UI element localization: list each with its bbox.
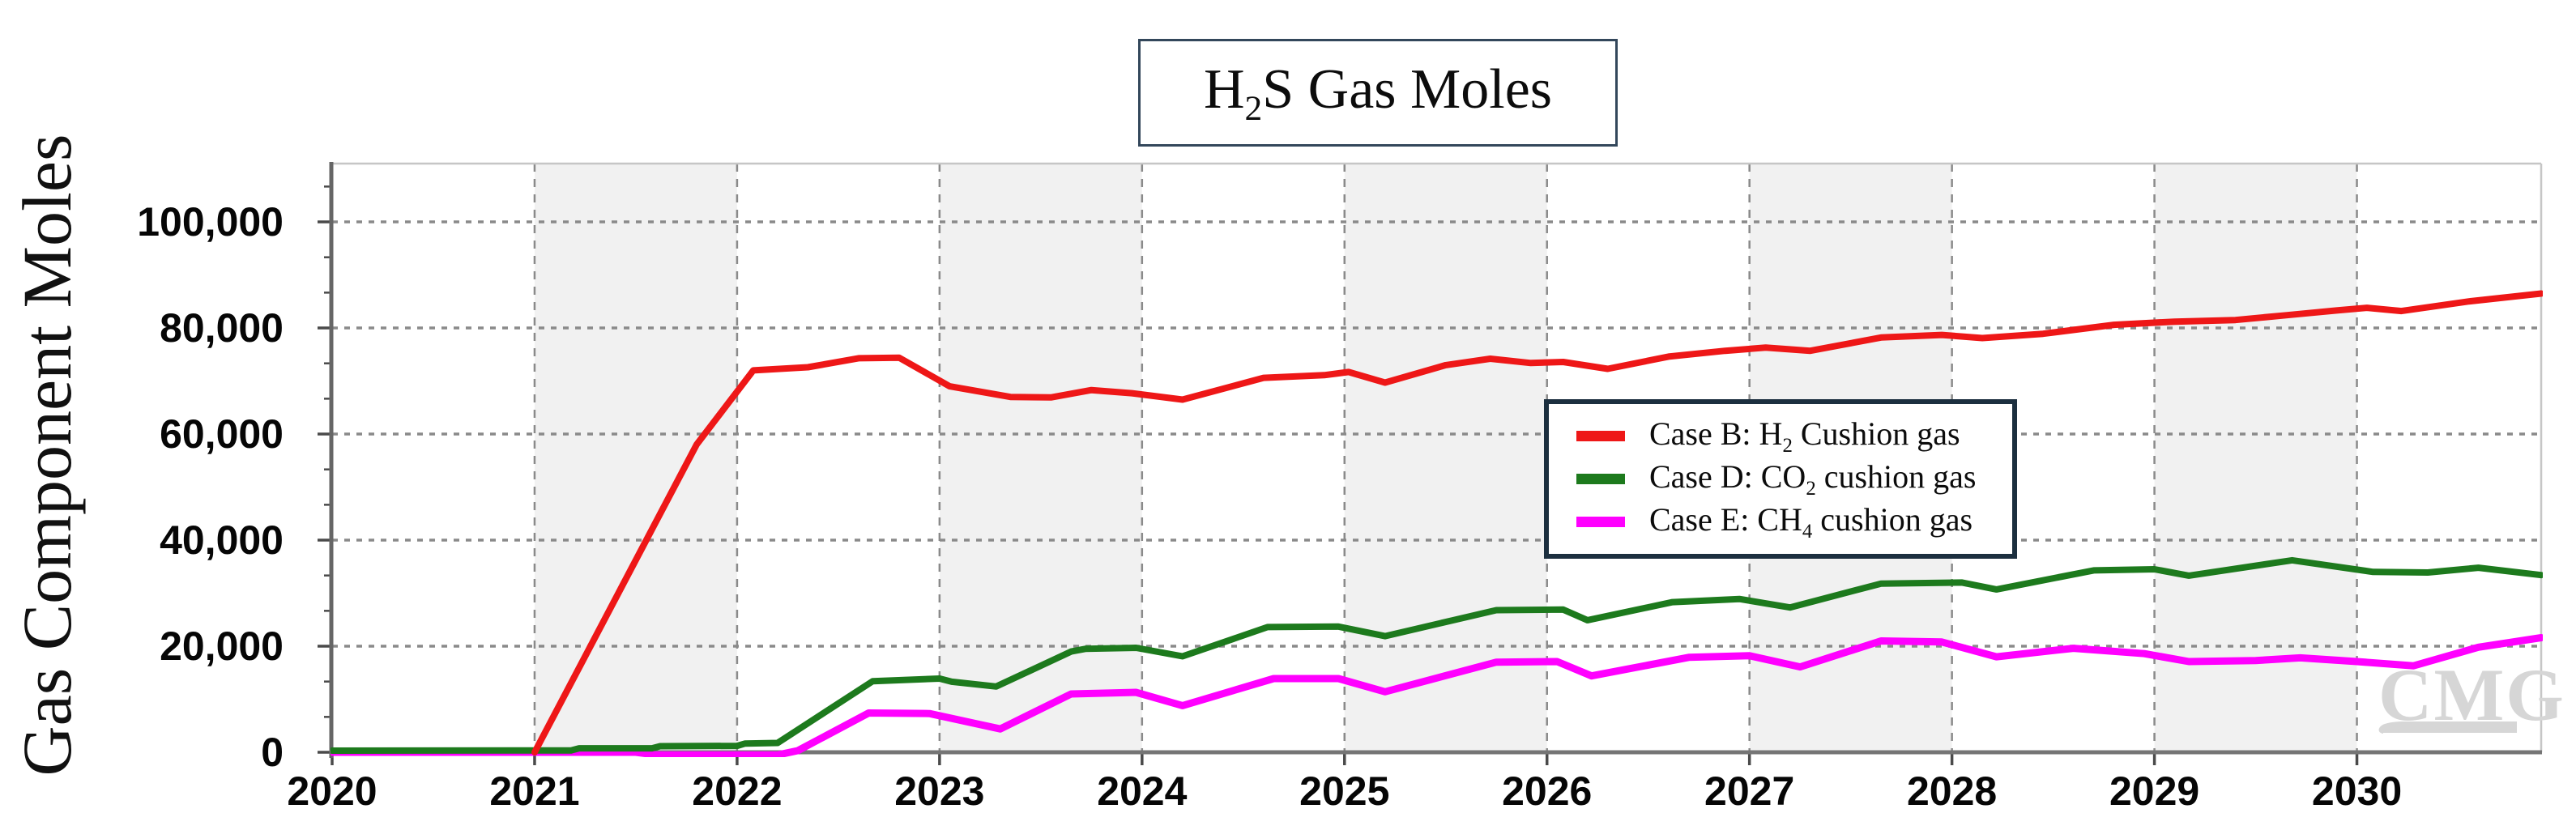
year-band (1344, 164, 1547, 752)
x-tick-label: 2029 (2109, 768, 2200, 814)
cmg-logo-swoosh (2378, 721, 2517, 734)
y-tick-label: 20,000 (160, 624, 284, 669)
legend-item-case-e: Case E: CH4 cushion gas (1576, 501, 2012, 543)
y-tick-label: 60,000 (160, 411, 284, 458)
legend-swatch-case-b (1576, 431, 1625, 441)
x-tick-label: 2027 (1704, 768, 1795, 814)
year-band (939, 164, 1142, 752)
chart-title: H2S Gas Moles (1203, 57, 1553, 128)
legend-label-case-b: Case B: H2 Cushion gas (1649, 415, 1960, 457)
year-band (2154, 164, 2357, 752)
legend-label-case-e: Case E: CH4 cushion gas (1649, 501, 1973, 543)
legend-item-case-d: Case D: CO2 cushion gas (1576, 458, 2012, 500)
x-tick-label: 2026 (1502, 768, 1593, 814)
year-band (534, 164, 737, 752)
x-tick-label: 2021 (489, 768, 580, 814)
y-tick-label: 100,000 (137, 199, 284, 245)
cmg-logo-text: CMG (2378, 653, 2565, 736)
y-tick-label: 0 (261, 730, 284, 775)
series-line-case-b (531, 290, 2543, 756)
legend-swatch-case-e (1576, 517, 1625, 527)
x-tick-label: 2023 (894, 768, 985, 814)
legend: Case B: H2 Cushion gas Case D: CO2 cushi… (1544, 399, 2017, 559)
x-tick-label: 2022 (692, 768, 783, 814)
x-tick-label: 2028 (1907, 768, 1998, 814)
chart-title-box: H2S Gas Moles (1138, 39, 1618, 147)
legend-item-case-b: Case B: H2 Cushion gas (1576, 415, 2012, 457)
y-tick-label: 80,000 (160, 305, 284, 351)
series-line-case-e (331, 634, 2543, 757)
y-tick-label: 40,000 (160, 517, 284, 564)
x-tick-label: 2024 (1097, 768, 1188, 814)
x-tick-label: 2020 (287, 768, 377, 814)
legend-label-case-d: Case D: CO2 cushion gas (1649, 458, 1977, 500)
x-tick-label: 2030 (2311, 768, 2403, 814)
series-line-case-d (331, 556, 2543, 754)
legend-swatch-case-d (1576, 474, 1625, 484)
x-tick-label: 2025 (1299, 768, 1390, 814)
